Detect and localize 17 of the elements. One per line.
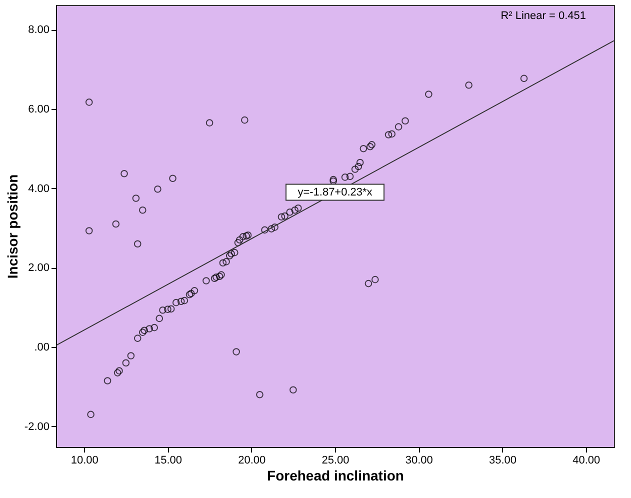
x-tick-label: 20.00 bbox=[238, 454, 266, 466]
x-axis-title: Forehead inclination bbox=[267, 468, 404, 484]
annotation: R² Linear = 0.451 bbox=[500, 10, 586, 22]
x-tick-label: 10.00 bbox=[70, 454, 98, 466]
x-tick-label: 35.00 bbox=[489, 454, 517, 466]
x-tick-label: 30.00 bbox=[405, 454, 433, 466]
x-tick-label: 25.00 bbox=[322, 454, 350, 466]
y-tick-label: 8.00 bbox=[28, 24, 50, 36]
y-tick-label: .00 bbox=[34, 342, 50, 354]
x-tick-label: 40.00 bbox=[572, 454, 600, 466]
y-tick-label: 6.00 bbox=[28, 103, 50, 116]
x-tick-label: 15.00 bbox=[154, 454, 182, 466]
y-tick-label: 4.00 bbox=[28, 182, 50, 195]
y-tick-label: -2.00 bbox=[24, 420, 50, 433]
y-axis-title: Incisor position bbox=[4, 174, 20, 279]
y-tick-label: 2.00 bbox=[28, 262, 50, 274]
annotation: y=-1.87+0.23*x bbox=[298, 186, 373, 198]
